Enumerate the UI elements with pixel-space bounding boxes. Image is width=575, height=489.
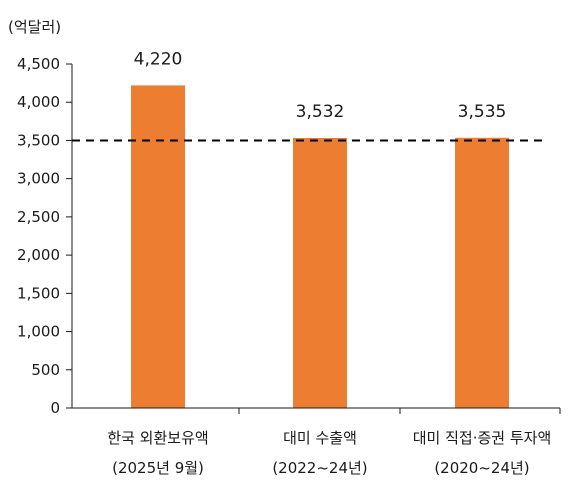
category-label-line2: (2025년 9월) bbox=[112, 459, 204, 477]
y-tick-label: 3,000 bbox=[17, 170, 60, 188]
y-tick-label: 2,500 bbox=[17, 208, 60, 226]
bars bbox=[131, 85, 509, 408]
value-label: 3,535 bbox=[458, 102, 507, 122]
category-labels: 한국 외환보유액 (2025년 9월) 대미 수출액 (2022~24년) 대미 직접·… bbox=[107, 429, 551, 477]
y-tick-label: 4,000 bbox=[17, 93, 60, 111]
y-tick-label: 0 bbox=[50, 399, 60, 417]
y-tick-label: 4,500 bbox=[17, 55, 60, 73]
category-label-line1: 대미 직접·증권 투자액 bbox=[413, 429, 552, 447]
bar bbox=[293, 137, 347, 408]
bar bbox=[455, 137, 509, 408]
y-tick-label: 1,500 bbox=[17, 284, 60, 302]
y-axis-ticks: 0 500 1,000 1,500 2,000 2,500 3,000 3,500 4,000 4… bbox=[17, 55, 561, 417]
y-tick-label: 500 bbox=[31, 361, 60, 379]
value-label: 3,532 bbox=[296, 102, 345, 122]
y-axis-unit-label: (억달러) bbox=[8, 18, 61, 36]
bar bbox=[131, 85, 185, 408]
category-label-line1: 대미 수출액 bbox=[283, 429, 357, 447]
category-label-line1: 한국 외환보유액 bbox=[107, 429, 208, 447]
y-tick-label: 3,500 bbox=[17, 131, 60, 149]
y-tick-label: 2,000 bbox=[17, 246, 60, 264]
category-label-line2: (2020~24년) bbox=[434, 459, 529, 477]
y-tick-label: 1,000 bbox=[17, 323, 60, 341]
value-labels: 4,220 3,532 3,535 bbox=[134, 49, 507, 122]
category-label-line2: (2022~24년) bbox=[272, 459, 367, 477]
value-label: 4,220 bbox=[134, 49, 183, 69]
